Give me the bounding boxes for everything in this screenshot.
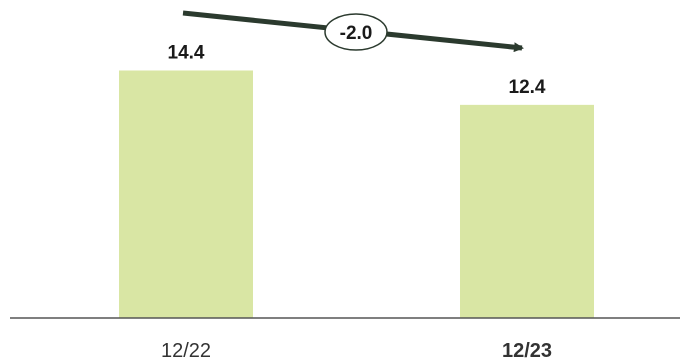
delta-label: -2.0 xyxy=(340,23,373,44)
delta-bubble xyxy=(324,13,388,51)
change-annotation: -2.0 xyxy=(182,10,524,53)
bars-group xyxy=(119,70,594,318)
value-label: 12.4 xyxy=(509,77,546,98)
value-label: 14.4 xyxy=(168,42,205,63)
category-label: 12/22 xyxy=(161,340,211,361)
value-labels-group: 14.4 12.4 xyxy=(168,42,546,97)
category-labels-group: 12/22 12/23 xyxy=(161,340,552,361)
bar-12-23 xyxy=(460,104,594,318)
bar-12-22 xyxy=(119,70,253,318)
category-label: 12/23 xyxy=(502,340,552,361)
